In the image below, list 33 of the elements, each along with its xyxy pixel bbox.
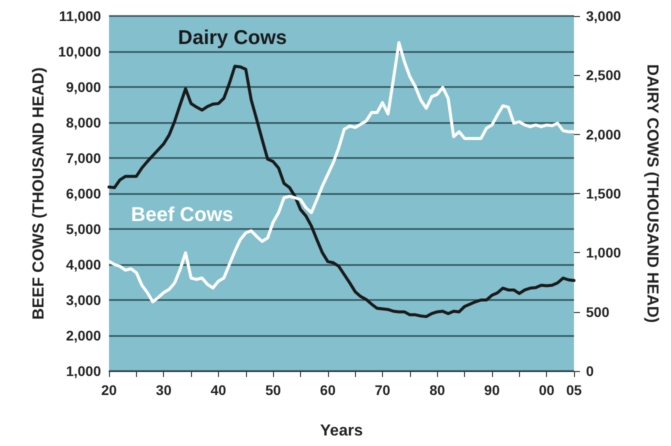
x-tick-label: 00 xyxy=(538,382,555,398)
series-label: Beef Cows xyxy=(131,204,234,226)
y-tick-label: 11,000 xyxy=(58,8,102,24)
y2-tick-label: 0 xyxy=(586,363,594,379)
x-tick-label: 20 xyxy=(101,382,117,398)
y-tick-label: 4,000 xyxy=(66,256,102,272)
y2-tick-label: 500 xyxy=(586,304,610,320)
x-tick-label: 70 xyxy=(374,382,391,398)
x-tick-label: 80 xyxy=(429,382,446,398)
y-tick-label: 2,000 xyxy=(66,328,102,344)
y2-axis-title: DAIRY COWS (THOUSAND HEAD) xyxy=(644,64,660,323)
y-tick-label: 7,000 xyxy=(66,150,102,166)
y2-tick-label: 3,000 xyxy=(586,8,622,24)
x-tick-label: 30 xyxy=(156,382,172,398)
y-tick-label: 9,000 xyxy=(66,79,102,95)
x-tick-label: 05 xyxy=(566,382,582,398)
y2-tick-label: 1,000 xyxy=(586,244,622,261)
x-tick-label: 90 xyxy=(484,382,500,398)
x-tick-label: 40 xyxy=(210,382,226,398)
y-tick-label: 3,000 xyxy=(66,292,102,308)
y2-tick-label: 1,500 xyxy=(586,186,622,202)
y-tick-label: 6,000 xyxy=(66,186,102,202)
y-tick-label: 8,000 xyxy=(66,114,102,130)
x-axis-title: Years xyxy=(320,422,363,440)
y-tick-label: 5,000 xyxy=(66,221,102,237)
series-label: Dairy Cows xyxy=(178,27,287,49)
y-axis-title: BEEF COWS (THOUSAND HEAD) xyxy=(30,67,48,320)
x-tick-label: 50 xyxy=(265,382,282,398)
y-tick-label: 10,000 xyxy=(58,44,102,60)
y2-tick-label: 2,000 xyxy=(586,126,622,142)
y2-tick-label: 2,500 xyxy=(586,67,622,84)
x-tick-label: 60 xyxy=(320,382,336,398)
y-tick-label: 1,000 xyxy=(66,363,102,379)
